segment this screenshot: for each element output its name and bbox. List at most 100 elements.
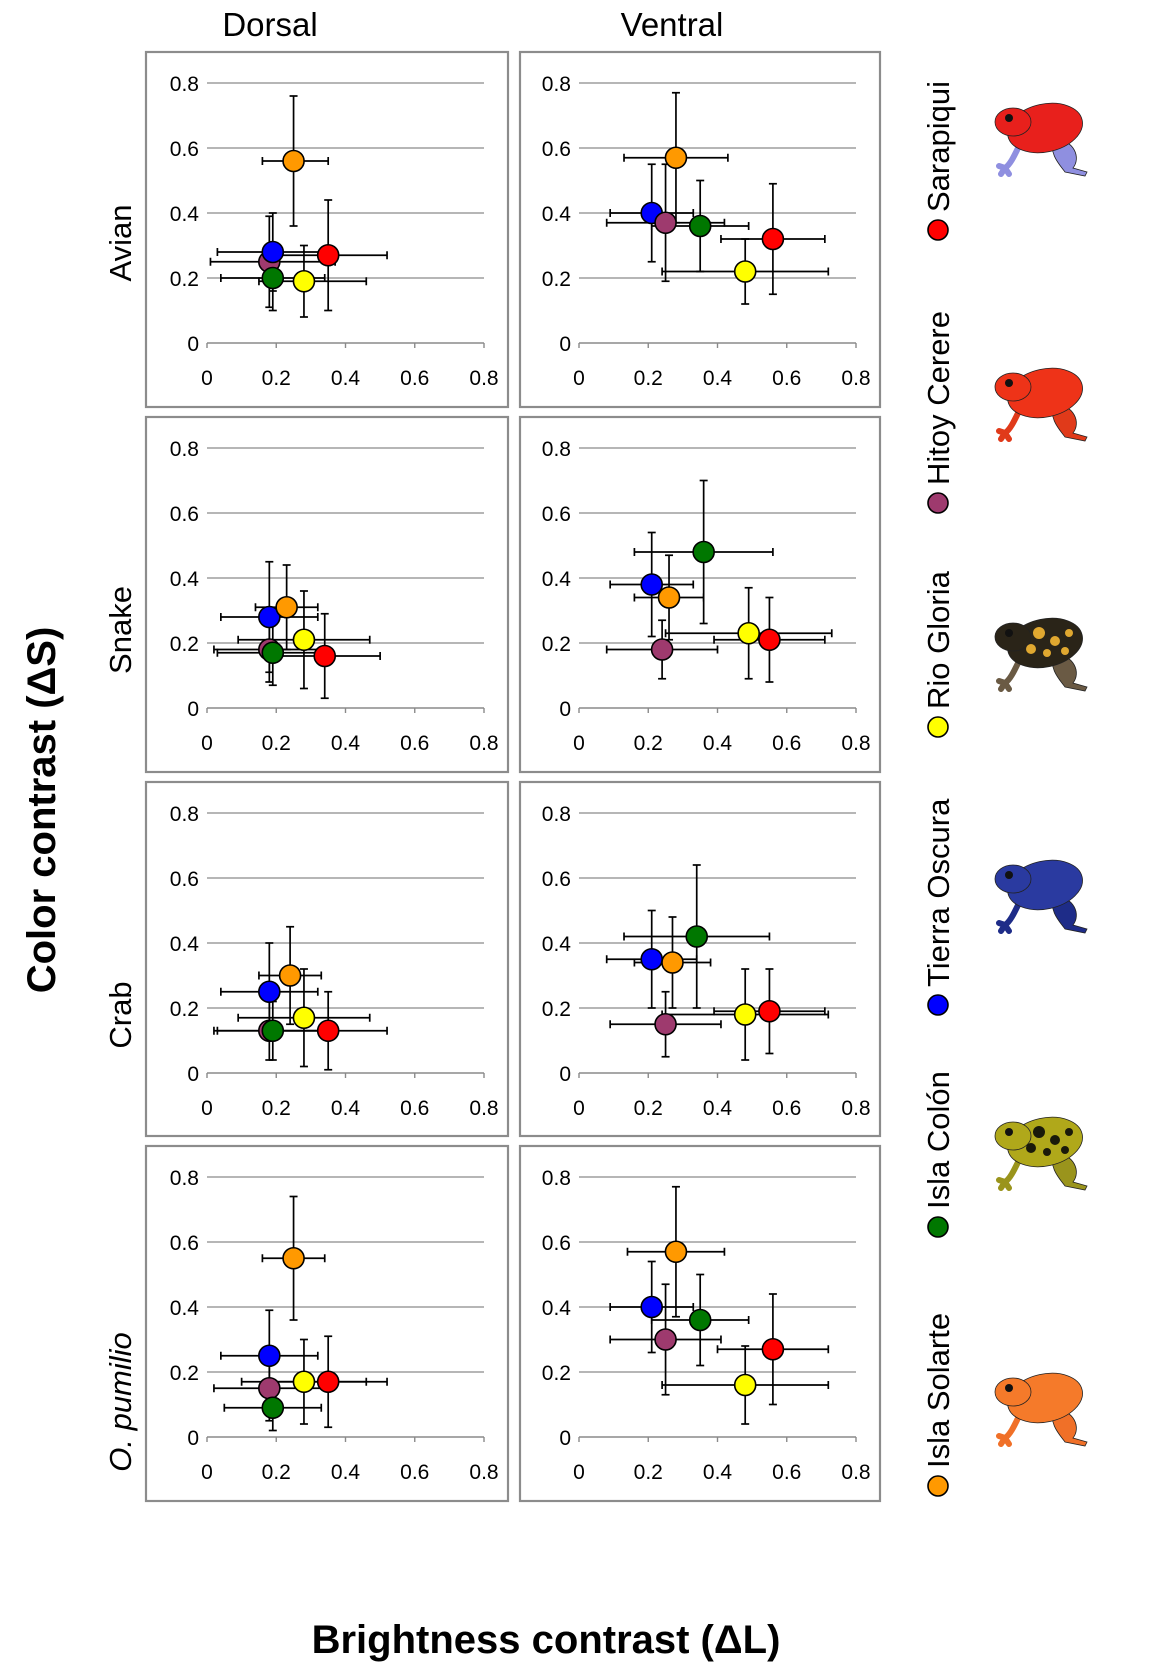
- legend-item-tierra-oscura: Tierra Oscura: [921, 798, 1088, 1016]
- point-sarapiqui: [761, 227, 785, 251]
- x-tick-label: 0.8: [469, 367, 498, 390]
- y-tick-label: 0.4: [542, 568, 572, 591]
- x-tick-label: 0.2: [634, 1461, 663, 1484]
- point-sarapiqui: [313, 644, 337, 668]
- y-tick-label: 0: [187, 698, 199, 721]
- x-tick-label: 0.6: [772, 1097, 801, 1120]
- row-title-snake: Snake: [103, 586, 138, 674]
- point-isla-solarte: [657, 586, 681, 609]
- x-tick-label: 0.8: [841, 1461, 870, 1484]
- x-tick-label: 0.6: [772, 732, 801, 755]
- point-isla-colon: [261, 641, 285, 665]
- legend-label: Tierra Oscura: [921, 798, 956, 987]
- y-tick-label: 0.8: [170, 438, 199, 461]
- point-isla-colon: [261, 1396, 285, 1420]
- point-rio-gloria: [733, 1003, 757, 1026]
- panel-frame: [144, 780, 510, 1138]
- y-tick-label: 0.4: [170, 1297, 200, 1320]
- y-axis-title: Color contrast (ΔS): [20, 627, 64, 994]
- column-title-ventral: Ventral: [621, 6, 724, 43]
- legend-label: Isla Solarte: [921, 1313, 956, 1468]
- x-tick-label: 0: [201, 1461, 213, 1484]
- row-title-crab: Crab: [103, 981, 138, 1048]
- y-tick-label: 0.2: [542, 1362, 571, 1385]
- panel-frame: [518, 780, 882, 1138]
- y-tick-label: 0.6: [170, 868, 199, 891]
- frog-image-isla-solarte: [994, 1372, 1088, 1447]
- legend-marker: [927, 716, 949, 738]
- column-title-dorsal: Dorsal: [222, 6, 317, 43]
- y-tick-label: 0: [559, 698, 571, 721]
- x-tick-label: 0.8: [469, 1461, 498, 1484]
- x-tick-label: 0.2: [634, 1097, 663, 1120]
- frog-image-hitoy-cerere: [994, 367, 1088, 442]
- panel-o-pumilio-dorsal: 0 0.2 0.4 0.6 0.8 0 0.2 0.4 0.6 0.8: [144, 1144, 510, 1503]
- panel-o-pumilio-ventral: 0 0.2 0.4 0.6 0.8 0 0.2 0.4 0.6 0.8: [518, 1144, 882, 1503]
- x-tick-label: 0: [573, 367, 585, 390]
- legend-marker: [927, 219, 949, 241]
- x-tick-label: 0.4: [331, 732, 361, 755]
- y-tick-label: 0.4: [542, 1297, 572, 1320]
- point-isla-solarte: [664, 146, 688, 170]
- legend-marker: [927, 492, 949, 514]
- x-tick-label: 0.4: [703, 1461, 733, 1484]
- panels: 00.20.40.60.80 0.2 0.4 0.6 0.800.20.40.60.80…: [144, 50, 882, 1503]
- y-tick-label: 0.2: [170, 268, 199, 291]
- point-hitoy-cerere: [654, 1328, 677, 1351]
- x-tick-label: 0.8: [841, 1097, 870, 1120]
- point-isla-solarte: [275, 595, 298, 619]
- x-tick-label: 0.2: [634, 367, 663, 390]
- point-hitoy-cerere: [650, 638, 674, 661]
- point-isla-solarte: [282, 149, 305, 173]
- point-rio-gloria: [292, 269, 316, 293]
- y-tick-label: 0.2: [542, 998, 571, 1021]
- y-tick-label: 0.8: [542, 803, 571, 826]
- point-isla-solarte: [661, 951, 684, 974]
- row-title-o-pumilio: O. pumilio: [103, 1332, 138, 1472]
- legend-item-rio-gloria: Rio Gloria: [921, 570, 1088, 738]
- y-tick-label: 0: [559, 333, 571, 356]
- y-tick-label: 0.6: [542, 503, 571, 526]
- y-tick-label: 0.8: [542, 73, 571, 96]
- y-tick-label: 0.6: [170, 503, 199, 526]
- point-sarapiqui: [316, 243, 340, 267]
- y-tick-label: 0.8: [170, 1167, 199, 1190]
- point-isla-colon: [685, 925, 709, 948]
- x-tick-label: 0.6: [400, 1097, 429, 1120]
- x-tick-label: 0: [201, 732, 213, 755]
- y-tick-label: 0: [559, 1427, 571, 1450]
- x-tick-label: 0.2: [262, 1097, 291, 1120]
- legend: Sarapiqui Hitoy Cerere Rio Gloria Tierra Os…: [921, 81, 1088, 1497]
- x-tick-label: 0: [573, 1461, 585, 1484]
- point-isla-colon: [261, 266, 285, 290]
- x-tick-label: 0.6: [400, 1461, 429, 1484]
- y-tick-label: 0.4: [542, 203, 572, 226]
- point-tierra-oscura: [261, 240, 285, 264]
- panel-frame: [518, 415, 882, 774]
- y-tick-label: 0.8: [170, 803, 199, 826]
- legend-label: Isla Colón: [921, 1071, 956, 1209]
- point-rio-gloria: [292, 1370, 316, 1394]
- panel-frame: [144, 50, 510, 409]
- point-rio-gloria: [737, 621, 760, 645]
- point-rio-gloria: [292, 628, 316, 652]
- y-tick-label: 0.8: [542, 1167, 571, 1190]
- x-tick-label: 0.4: [331, 1461, 361, 1484]
- x-tick-label: 0.8: [841, 732, 870, 755]
- x-tick-label: 0.6: [772, 1461, 801, 1484]
- x-tick-label: 0.6: [772, 367, 801, 390]
- x-tick-label: 0.2: [634, 732, 663, 755]
- y-tick-label: 0: [187, 1427, 199, 1450]
- point-rio-gloria: [733, 260, 757, 283]
- point-isla-colon: [688, 214, 712, 238]
- legend-label: Rio Gloria: [921, 570, 956, 709]
- panel-avian-ventral: 0 0.2 0.4 0.6 0.8 0 0.2 0.4 0.6 0.8: [518, 50, 882, 409]
- frog-image-isla-colon: [994, 1116, 1088, 1191]
- y-tick-label: 0.6: [170, 1232, 199, 1255]
- y-tick-label: 0.2: [170, 633, 199, 656]
- y-tick-label: 0.6: [542, 1232, 571, 1255]
- panel-crab-dorsal: 0 0.2 0.4 0.6 0.8 0 0.2 0.4 0.6 0.8: [144, 780, 510, 1138]
- x-tick-label: 0: [201, 1097, 213, 1120]
- point-isla-solarte: [282, 1246, 305, 1270]
